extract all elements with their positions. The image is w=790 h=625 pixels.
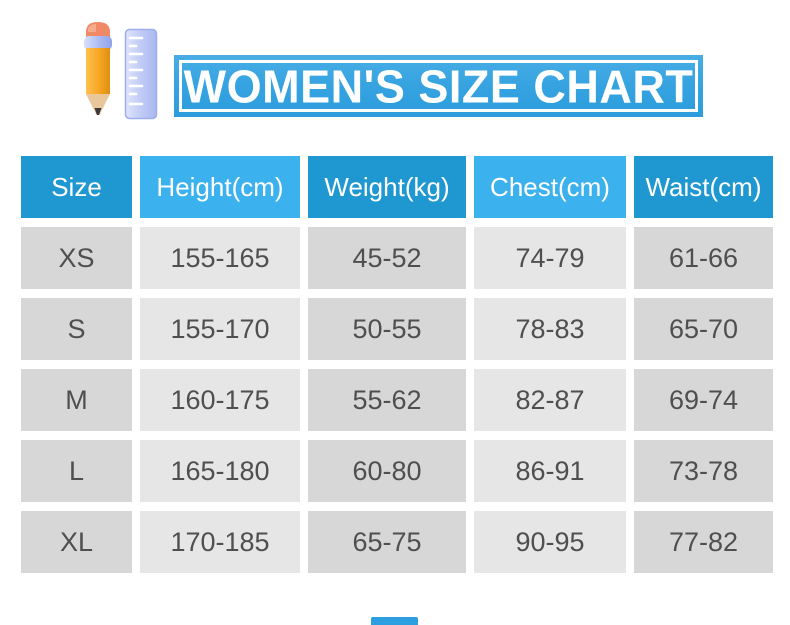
table-cell: 50-55 bbox=[308, 298, 466, 360]
table-cell: 65-70 bbox=[634, 298, 773, 360]
table-cell: 78-83 bbox=[474, 298, 626, 360]
table-cell: 160-175 bbox=[140, 369, 300, 431]
pencil-icon bbox=[84, 22, 112, 115]
size-label-s: S bbox=[21, 298, 132, 360]
table-cell: 74-79 bbox=[474, 227, 626, 289]
size-label-m: M bbox=[21, 369, 132, 431]
ruler-icon bbox=[124, 28, 158, 120]
table-cell: 77-82 bbox=[634, 511, 773, 573]
table-cell: 165-180 bbox=[140, 440, 300, 502]
table-cell: 45-52 bbox=[308, 227, 466, 289]
size-label-l: L bbox=[21, 440, 132, 502]
column-header-size: Size bbox=[21, 156, 132, 218]
table-cell: 86-91 bbox=[474, 440, 626, 502]
bottom-accent-bar bbox=[371, 617, 418, 625]
table-cell: 61-66 bbox=[634, 227, 773, 289]
page-title: WOMEN'S SIZE CHART bbox=[183, 59, 694, 113]
table-cell: 155-170 bbox=[140, 298, 300, 360]
table-cell: 90-95 bbox=[474, 511, 626, 573]
table-cell: 82-87 bbox=[474, 369, 626, 431]
column-header-waist: Waist(cm) bbox=[634, 156, 773, 218]
table-cell: 73-78 bbox=[634, 440, 773, 502]
column-header-weight: Weight(kg) bbox=[308, 156, 466, 218]
size-label-xl: XL bbox=[21, 511, 132, 573]
size-chart-table: Size Height(cm) Weight(kg) Chest(cm) Wai… bbox=[21, 156, 773, 573]
column-header-height: Height(cm) bbox=[140, 156, 300, 218]
table-cell: 69-74 bbox=[634, 369, 773, 431]
table-cell: 55-62 bbox=[308, 369, 466, 431]
table-cell: 65-75 bbox=[308, 511, 466, 573]
title-banner: WOMEN'S SIZE CHART bbox=[174, 55, 703, 117]
table-cell: 155-165 bbox=[140, 227, 300, 289]
table-cell: 170-185 bbox=[140, 511, 300, 573]
size-label-xs: XS bbox=[21, 227, 132, 289]
table-cell: 60-80 bbox=[308, 440, 466, 502]
column-header-chest: Chest(cm) bbox=[474, 156, 626, 218]
logo bbox=[78, 20, 158, 122]
